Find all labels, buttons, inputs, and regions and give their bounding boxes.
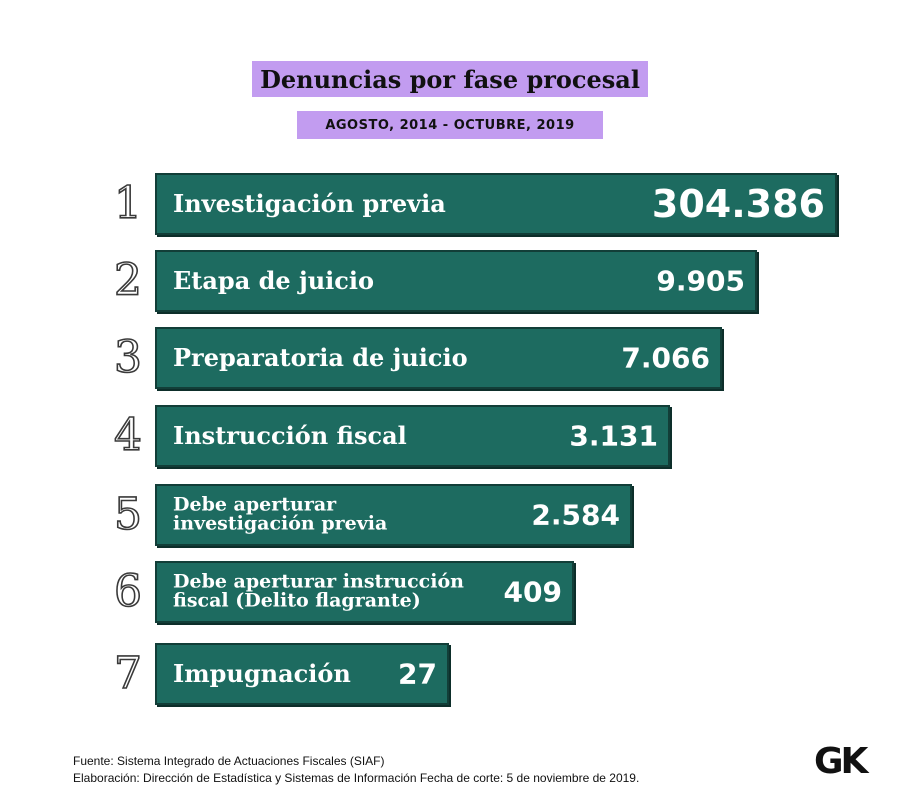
chart-subtitle: AGOSTO, 2014 - OCTUBRE, 2019	[297, 111, 603, 139]
rank-number-3: 3	[113, 332, 143, 383]
gk-logo: GK	[814, 741, 868, 782]
bar-6: Debe aperturar instrucción fiscal (Delit…	[155, 561, 574, 623]
bar-4: Instrucción fiscal 3.131	[155, 405, 670, 467]
bar-1: Investigación previa 304.386	[155, 173, 837, 235]
rank-number-7: 7	[113, 648, 143, 699]
bar-2: Etapa de juicio 9.905	[155, 250, 757, 312]
bar-label: Preparatoria de juicio	[173, 342, 468, 372]
bar-7: Impugnación 27	[155, 643, 449, 705]
footer-credits: Elaboración: Dirección de Estadística y …	[73, 771, 640, 785]
bar-label: Investigación previa	[173, 188, 446, 218]
bar-value-label: 9.905	[656, 264, 745, 298]
bar-value-label: 409	[503, 575, 562, 609]
bar-3: Preparatoria de juicio 7.066	[155, 327, 722, 389]
bar-label: Instrucción fiscal	[173, 420, 407, 450]
bar-label: Etapa de juicio	[173, 265, 375, 295]
bar-label: Impugnación	[173, 658, 351, 688]
bar-value-label: 3.131	[569, 419, 658, 453]
rank-number-2: 2	[113, 255, 143, 306]
bar-label: Debe aperturar instrucción fiscal (Delit…	[173, 570, 464, 612]
rank-number-5: 5	[113, 489, 143, 540]
bar-label: Debe aperturar investigación previa	[173, 493, 388, 535]
chart-title: Denuncias por fase procesal	[252, 61, 648, 97]
bar-value-label: 7.066	[621, 341, 710, 375]
rank-number-6: 6	[113, 566, 143, 617]
bar-value-label: 304.386	[651, 182, 825, 226]
bar-5: Debe aperturar investigación previa 2.584	[155, 484, 632, 546]
bar-value-label: 27	[398, 657, 437, 691]
rank-number-4: 4	[113, 410, 143, 461]
footer-source: Fuente: Sistema Integrado de Actuaciones…	[73, 754, 385, 768]
bar-value-label: 2.584	[531, 498, 620, 532]
rank-number-1: 1	[113, 178, 143, 229]
